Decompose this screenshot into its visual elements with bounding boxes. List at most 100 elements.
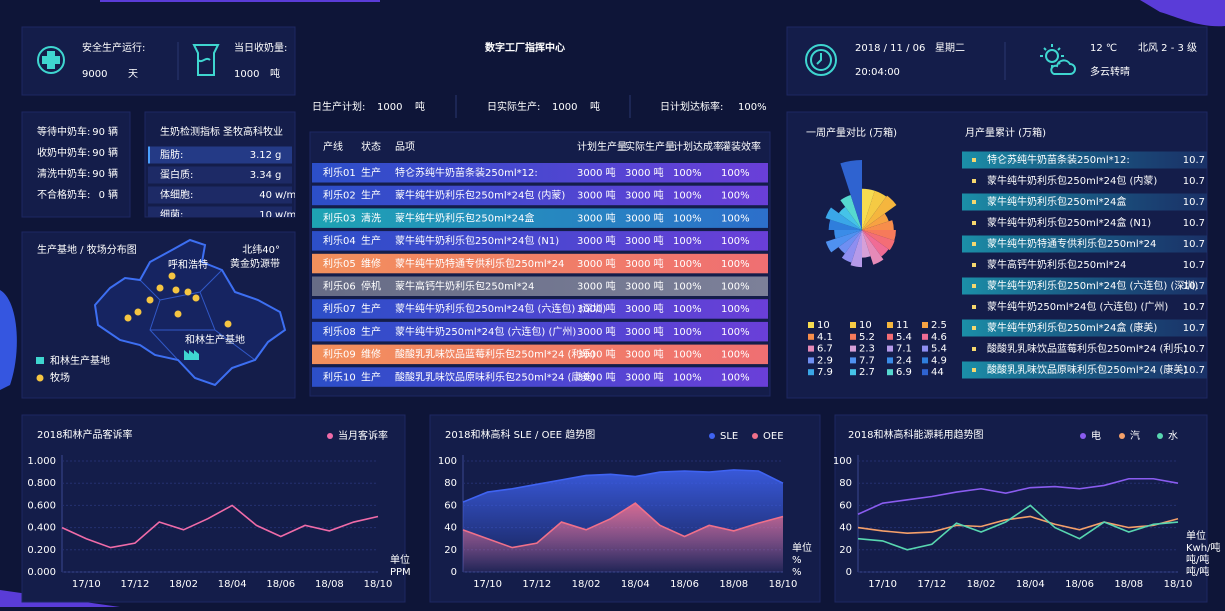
legend-marker [752, 433, 758, 439]
table-cell: 100% [721, 304, 750, 315]
unit-label: 单位 [390, 553, 410, 566]
stat-value: 9000 [82, 69, 107, 80]
x-tick-label: 17/10 [868, 579, 897, 590]
list-value: 10.7 [1183, 260, 1205, 271]
table-cell: 生产 [361, 325, 381, 338]
x-tick-label: 18/08 [719, 579, 748, 590]
table-cell: 100% [673, 327, 702, 338]
y-tick-label: 0.400 [27, 523, 56, 534]
map [36, 238, 287, 387]
panel [834, 414, 1208, 603]
legend-label: 6.7 [817, 344, 833, 355]
y-tick-label: 100 [833, 456, 852, 467]
legend-marker [709, 433, 715, 439]
list-row [962, 151, 1207, 169]
list-bullet [972, 221, 976, 225]
legend-label: 44 [931, 367, 944, 378]
legend-marker [1157, 433, 1163, 439]
x-tick-label: 17/10 [72, 579, 101, 590]
test-row [148, 186, 292, 204]
rose-petal [862, 230, 884, 265]
unit-label: 吨/吨 [1186, 565, 1209, 578]
rose-petal [862, 230, 889, 257]
table-row [312, 208, 768, 228]
map-city: 呼和浩特 [168, 259, 208, 271]
list-name: 酸酸乳乳味饮品原味利乐包250ml*24 (康美) [987, 363, 1187, 376]
legend-label: 4.1 [817, 332, 833, 343]
test-row-marker [148, 146, 150, 164]
table-cell: 酸酸乳乳味饮品蓝莓利乐包250ml*24 (利乐) [395, 348, 595, 361]
table-cell: 100% [673, 350, 702, 361]
table-cell: 3000 吨 [577, 370, 616, 383]
test-value: 10 [259, 210, 272, 221]
legend-swatch [887, 333, 893, 340]
list-bullet [972, 305, 976, 309]
table-cell: 100% [721, 327, 750, 338]
list-name: 特仑苏纯牛奶苗条装250ml*12: [987, 153, 1130, 166]
panel [786, 26, 1208, 96]
truck-value: 0 [99, 190, 105, 201]
chart-title: 2018和林产品客诉率 [37, 428, 132, 441]
legend-swatch [808, 333, 814, 340]
table-cell: 利乐03 [323, 212, 356, 224]
rose-petal [825, 230, 862, 253]
legend-label: 5.4 [896, 332, 912, 343]
list-value: 10.7 [1183, 239, 1205, 250]
table-cell: 100% [673, 168, 702, 179]
legend-label: 11 [896, 320, 909, 331]
y-tick-label: 0 [846, 567, 852, 578]
table-cell: 3000 吨 [577, 302, 616, 315]
chart-title: 一周产量对比 (万箱) [806, 126, 897, 139]
stat-unit: 天 [128, 69, 138, 80]
stat-unit: 吨 [270, 67, 280, 80]
map-base: 和林生产基地 [185, 333, 245, 346]
table-cell: 利乐01 [323, 167, 356, 179]
map-legend: 牧场 [50, 371, 70, 384]
table-header: 状态 [361, 140, 381, 153]
list-row [962, 361, 1207, 379]
table-cell: 3000 吨 [625, 189, 664, 202]
truck-value: 90 [92, 169, 105, 180]
table-cell: 酸酸乳乳味饮品原味利乐包250ml*24 (康美) [395, 370, 595, 383]
legend-swatch [808, 322, 814, 328]
test-unit: g [275, 170, 281, 181]
table-header: 实际生产量 [625, 140, 675, 153]
list-row [962, 193, 1207, 211]
plan-unit: 吨 [590, 100, 600, 113]
table-cell: 蒙牛高钙牛奶利乐包250ml*24 [395, 280, 534, 293]
table-cell: 生产 [361, 370, 381, 383]
x-tick-label: 18/08 [315, 579, 344, 590]
table-cell: 3000 吨 [625, 166, 664, 179]
table-cell: 清洗 [361, 211, 381, 224]
list-bullet [972, 200, 976, 204]
unit-label: PPM [390, 567, 411, 578]
unit-label: 单位 [792, 541, 812, 554]
x-tick-label: 18/04 [621, 579, 650, 590]
decor [1140, 0, 1225, 27]
rose-petal [825, 207, 862, 230]
x-tick-label: 18/10 [1164, 579, 1193, 590]
table-cell: 利乐08 [323, 326, 356, 338]
rose-petal [850, 230, 862, 268]
rose-petal [840, 159, 862, 230]
safety-icon [37, 46, 65, 74]
rose-petal [862, 230, 895, 251]
legend-marker [1119, 433, 1125, 439]
legend-label: 7.9 [817, 367, 833, 378]
test-unit: w/ml [275, 210, 299, 221]
list-row [962, 235, 1207, 253]
weather-icon [1040, 44, 1076, 75]
y-tick-label: 1.000 [27, 456, 56, 467]
legend-swatch [922, 369, 928, 376]
table-cell: 3000 吨 [625, 348, 664, 361]
x-tick-label: 18/06 [266, 579, 295, 590]
test-source: 圣牧高科牧业 [223, 125, 283, 138]
table-cell: 利乐05 [323, 258, 356, 270]
line [462, 469, 784, 503]
table-cell: 3000 吨 [577, 257, 616, 270]
table-row [312, 276, 768, 296]
table-cell: 3000 吨 [577, 166, 616, 179]
chart-title: 2018和林高科能源耗用趋势图 [848, 428, 983, 441]
list-bullet [972, 368, 976, 372]
list-name: 蒙牛纯牛奶特通专供利乐包250ml*24 [987, 237, 1156, 250]
